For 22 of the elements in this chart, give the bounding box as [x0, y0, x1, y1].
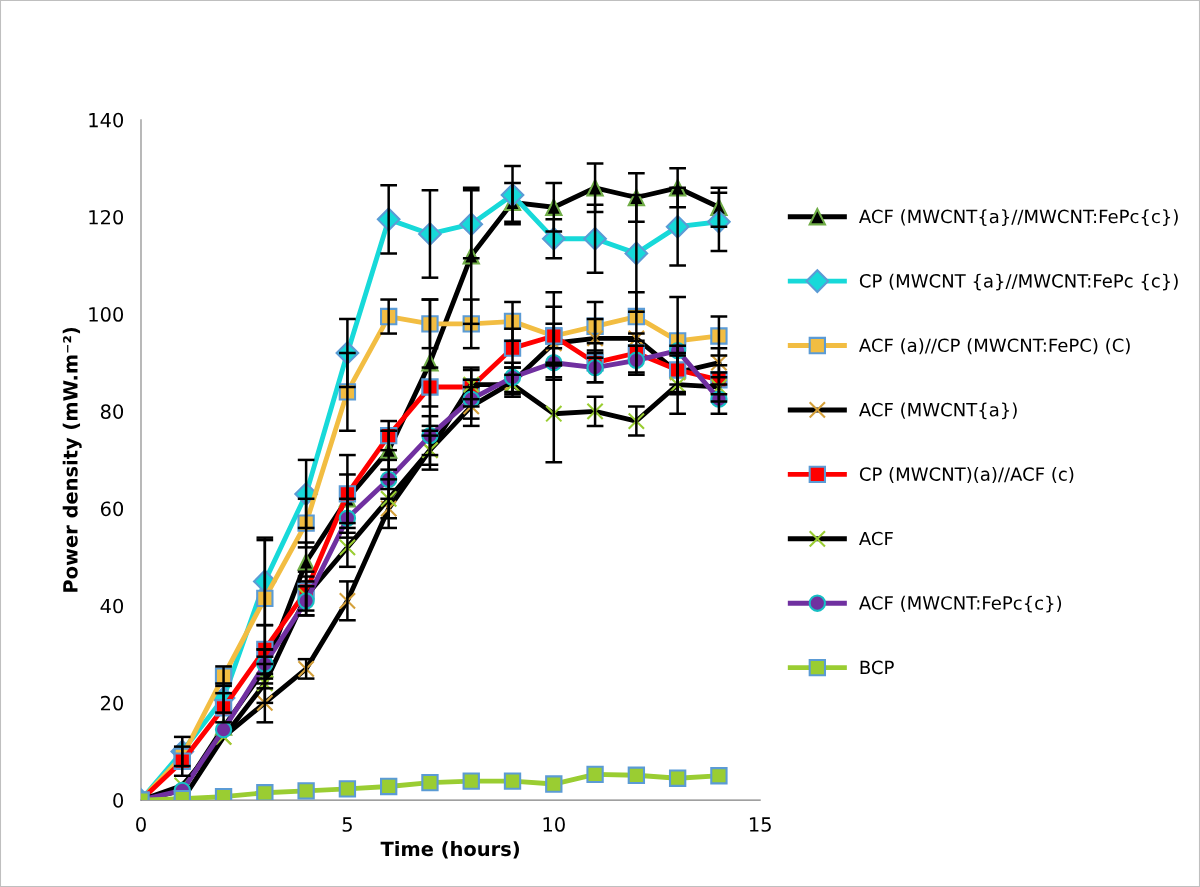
- x-tick-label: 5: [342, 817, 352, 832]
- y-tick-label: 60: [100, 501, 124, 517]
- y-tick-label: 20: [101, 695, 124, 711]
- y-axis-title: Power density (mW.m⁻²): [62, 327, 82, 592]
- legend-label: ACF (MWCNT:FePc{c}): [859, 595, 1062, 613]
- legend-label: ACF: [859, 531, 893, 546]
- x-tick-label: 10: [543, 817, 565, 832]
- legend-label: ACF (MWCNT{a}): [859, 402, 1017, 420]
- y-tick-label: 140: [89, 112, 124, 128]
- legend-label: CP (MWCNT)(a)//ACF (c): [859, 466, 1074, 484]
- x-tick-label: 0: [136, 817, 146, 832]
- legend-label: ACF (a)//CP (MWCNT:FePC) (C): [859, 338, 1130, 355]
- legend-label: BCP: [860, 660, 894, 675]
- y-tick-label: 100: [89, 307, 124, 322]
- legend-label: ACF (MWCNT{a}//MWCNT:FePc{c}): [859, 209, 1178, 226]
- legend-label: CP (MWCNT {a}//MWCNT:FePc {c}): [859, 273, 1178, 291]
- y-tick-label: 40: [100, 598, 124, 614]
- y-tick-label: 120: [89, 209, 124, 225]
- y-tick-label: 80: [100, 404, 124, 419]
- y-tick-label: 0: [113, 793, 124, 808]
- x-tick-label: 15: [749, 817, 771, 832]
- x-axis-title: Time (hours): [380, 841, 519, 859]
